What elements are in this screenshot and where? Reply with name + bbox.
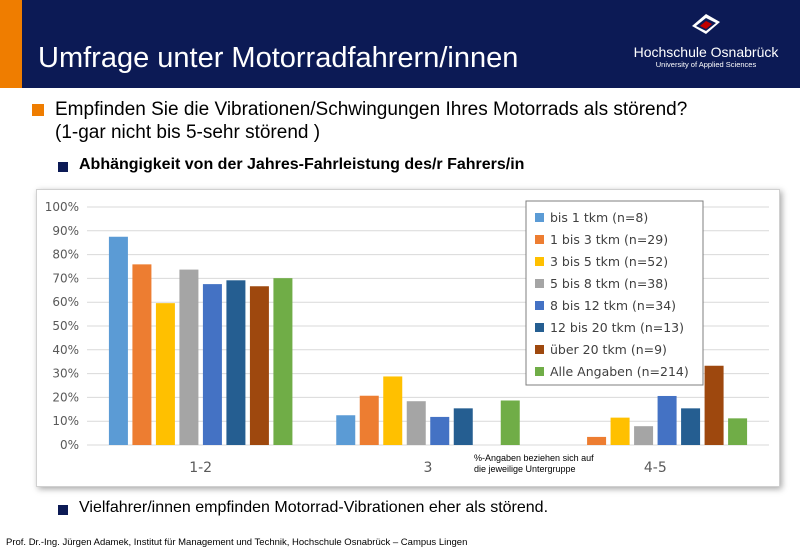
- y-tick-label: 10%: [52, 414, 79, 428]
- bar: [657, 395, 677, 445]
- y-tick-label: 50%: [52, 319, 79, 333]
- question-text: Empfinden Sie die Vibrationen/Schwingung…: [55, 98, 687, 144]
- y-tick-label: 90%: [52, 224, 79, 238]
- conclusion-bullet: [58, 505, 68, 515]
- bar: [226, 280, 246, 445]
- y-tick-label: 70%: [52, 271, 79, 285]
- y-tick-label: 20%: [52, 390, 79, 404]
- legend-label: 1 bis 3 tkm (n=29): [550, 232, 668, 247]
- bar: [587, 436, 607, 445]
- bar-chart: 0% 10% 20% 30% 40% 50% 60% 70% 80% 90% 100% 1-2 3 4-5…: [45, 200, 769, 476]
- bar: [359, 395, 379, 445]
- bar: [406, 401, 426, 445]
- legend-swatch: [535, 367, 544, 376]
- subheading: Abhängigkeit von der Jahres-Fahrleistung…: [79, 156, 525, 173]
- legend-box: [525, 200, 704, 386]
- legend-label: Alle Angaben (n=214): [550, 364, 689, 379]
- x-category-label: 1-2: [189, 460, 212, 476]
- question-line-2: (1-gar nicht bis 5-sehr störend ): [55, 122, 321, 143]
- university-logo: Hochschule Osnabrück University of Appli…: [622, 14, 790, 72]
- legend-swatch: [535, 257, 544, 266]
- conclusion-text: Vielfahrer/innen empfinden Motorrad-Vibr…: [79, 499, 549, 516]
- legend-swatch: [535, 301, 544, 310]
- bar: [500, 400, 520, 445]
- bar: [132, 264, 152, 445]
- chart-container: 0% 10% 20% 30% 40% 50% 60% 70% 80% 90% 100% 1-2 3 4-5…: [36, 189, 780, 487]
- legend-swatch: [535, 345, 544, 354]
- bar: [634, 426, 654, 445]
- y-tick-label: 80%: [52, 248, 79, 262]
- bar: [681, 408, 701, 445]
- bar: [273, 278, 293, 445]
- bar: [336, 415, 356, 445]
- hochschule-logo-icon: [692, 14, 720, 34]
- x-category-label: 3: [424, 460, 433, 476]
- logo-subtitle: University of Applied Sciences: [655, 60, 757, 69]
- bar: [179, 269, 199, 445]
- x-category-label: 4-5: [644, 460, 667, 476]
- bar: [704, 365, 724, 445]
- question-line-1: Empfinden Sie die Vibrationen/Schwingung…: [55, 99, 688, 120]
- y-tick-label: 40%: [52, 343, 79, 357]
- bar: [202, 284, 222, 445]
- orange-accent-strip: [0, 0, 22, 88]
- legend-label: 12 bis 20 tkm (n=13): [550, 320, 684, 335]
- y-tick-label: 30%: [52, 367, 79, 381]
- legend-label: 3 bis 5 tkm (n=52): [550, 254, 668, 269]
- legend-label: über 20 tkm (n=9): [550, 342, 667, 357]
- y-tick-label: 100%: [45, 200, 79, 214]
- legend-swatch: [535, 279, 544, 288]
- bar: [383, 376, 403, 445]
- bar: [155, 303, 175, 445]
- bar: [610, 417, 630, 445]
- page-title: Umfrage unter Motorradfahrern/innen: [38, 42, 519, 74]
- question-bullet: [32, 104, 44, 116]
- bar: [728, 418, 748, 445]
- bar: [453, 408, 473, 445]
- bar: [249, 286, 269, 445]
- y-tick-label: 0%: [60, 438, 79, 452]
- bar: [108, 236, 128, 445]
- legend-swatch: [535, 323, 544, 332]
- chart-annotation: die jeweilige Untergruppe: [474, 464, 576, 474]
- footer-credit: Prof. Dr.-Ing. Jürgen Adamek, Institut f…: [6, 537, 468, 548]
- logo-name: Hochschule Osnabrück: [633, 44, 779, 60]
- chart-annotation: %-Angaben beziehen sich auf: [474, 453, 594, 463]
- subheading-bullet: [58, 162, 68, 172]
- legend-label: 5 bis 8 tkm (n=38): [550, 276, 668, 291]
- header-bar: [22, 0, 800, 88]
- legend-label: bis 1 tkm (n=8): [550, 210, 648, 225]
- legend-swatch: [535, 235, 544, 244]
- bar: [430, 416, 450, 445]
- y-tick-label: 60%: [52, 295, 79, 309]
- legend-label: 8 bis 12 tkm (n=34): [550, 298, 676, 313]
- legend-swatch: [535, 213, 544, 222]
